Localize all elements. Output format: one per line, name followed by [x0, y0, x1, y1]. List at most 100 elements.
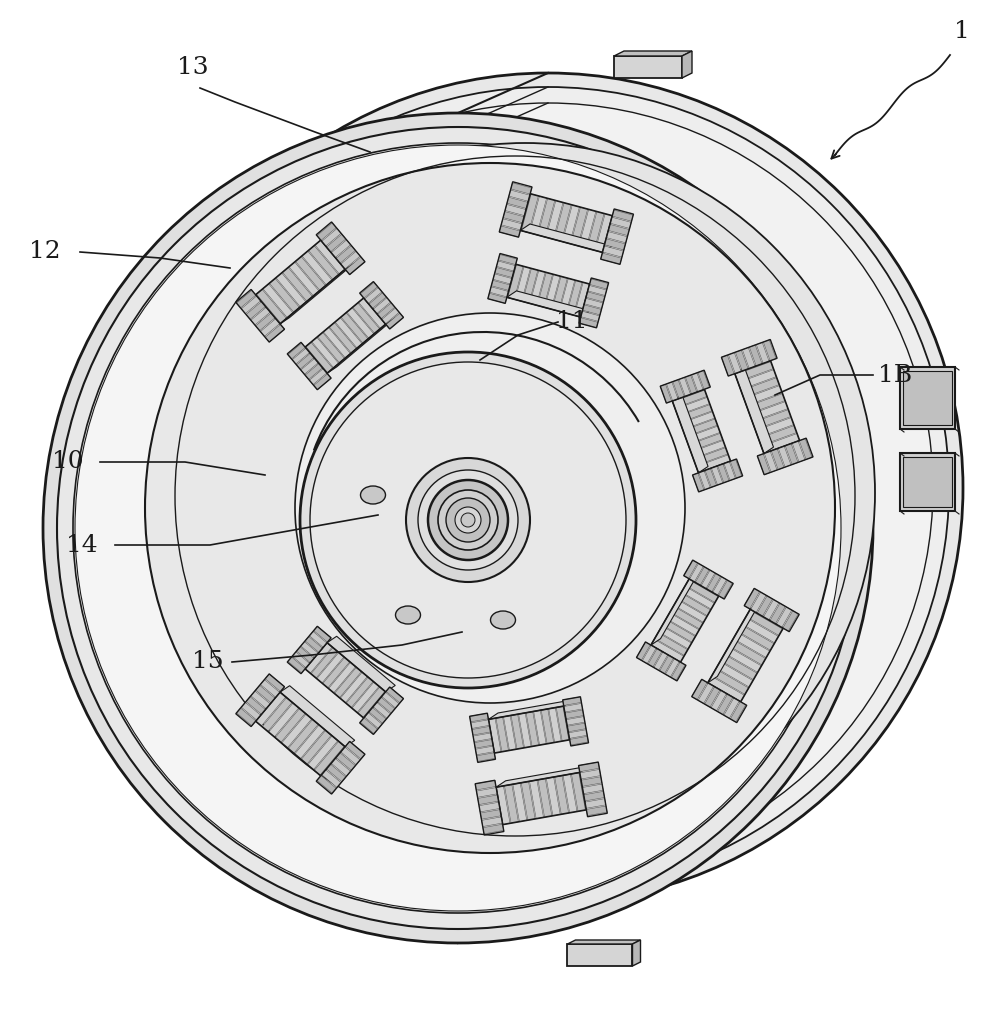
Polygon shape [741, 378, 780, 397]
Polygon shape [470, 713, 488, 722]
Polygon shape [582, 784, 603, 793]
Polygon shape [327, 234, 346, 252]
Polygon shape [519, 713, 531, 748]
Polygon shape [677, 404, 712, 423]
Circle shape [446, 498, 490, 542]
Polygon shape [332, 759, 351, 776]
Polygon shape [584, 299, 603, 309]
Polygon shape [757, 342, 770, 364]
Polygon shape [261, 680, 280, 697]
Polygon shape [564, 703, 582, 712]
Polygon shape [250, 691, 271, 708]
Polygon shape [712, 669, 748, 695]
Polygon shape [730, 702, 745, 722]
Circle shape [461, 513, 475, 527]
Polygon shape [310, 369, 327, 385]
Polygon shape [386, 687, 404, 703]
Ellipse shape [396, 606, 421, 624]
Polygon shape [280, 686, 355, 747]
Ellipse shape [147, 87, 949, 889]
Polygon shape [608, 225, 629, 236]
Polygon shape [744, 588, 760, 609]
Polygon shape [293, 652, 310, 668]
Polygon shape [578, 762, 599, 772]
Polygon shape [746, 610, 783, 636]
Polygon shape [659, 655, 673, 674]
Polygon shape [515, 266, 530, 302]
Polygon shape [471, 719, 490, 728]
Polygon shape [488, 718, 501, 753]
Polygon shape [322, 770, 341, 787]
Circle shape [455, 507, 481, 533]
Polygon shape [373, 298, 391, 314]
Polygon shape [256, 313, 275, 331]
Polygon shape [746, 393, 785, 414]
Polygon shape [305, 643, 333, 674]
Polygon shape [711, 466, 722, 485]
Polygon shape [309, 246, 339, 279]
Polygon shape [586, 292, 605, 302]
Polygon shape [312, 337, 339, 368]
Polygon shape [495, 267, 514, 277]
Polygon shape [677, 593, 710, 616]
Polygon shape [716, 661, 753, 687]
Polygon shape [378, 303, 395, 319]
Polygon shape [280, 263, 355, 324]
Polygon shape [743, 386, 783, 405]
Polygon shape [585, 799, 606, 809]
Polygon shape [672, 390, 707, 408]
Polygon shape [491, 280, 510, 291]
Text: 10: 10 [52, 450, 84, 473]
Polygon shape [546, 777, 560, 816]
Text: 15: 15 [192, 650, 223, 674]
Polygon shape [691, 680, 707, 700]
Polygon shape [498, 254, 517, 264]
Polygon shape [327, 318, 395, 373]
Circle shape [428, 480, 508, 560]
Polygon shape [476, 787, 497, 798]
Polygon shape [735, 351, 748, 371]
Polygon shape [610, 217, 631, 229]
Polygon shape [493, 274, 512, 284]
Polygon shape [257, 290, 287, 323]
Circle shape [300, 352, 636, 688]
Polygon shape [288, 343, 306, 359]
Polygon shape [295, 724, 325, 759]
Polygon shape [632, 940, 640, 966]
Polygon shape [556, 706, 569, 741]
Polygon shape [707, 677, 744, 702]
Polygon shape [718, 580, 732, 598]
Polygon shape [587, 211, 604, 250]
Ellipse shape [163, 103, 933, 873]
Polygon shape [324, 327, 351, 358]
Polygon shape [670, 607, 703, 629]
Polygon shape [346, 677, 373, 707]
Polygon shape [317, 652, 344, 683]
Polygon shape [283, 267, 313, 302]
Polygon shape [335, 668, 362, 698]
Polygon shape [549, 707, 561, 743]
Polygon shape [604, 239, 625, 250]
Polygon shape [567, 280, 582, 315]
Polygon shape [712, 577, 726, 595]
Polygon shape [758, 454, 771, 474]
Polygon shape [691, 441, 725, 458]
Polygon shape [315, 240, 345, 274]
Polygon shape [614, 51, 692, 56]
Polygon shape [600, 253, 621, 264]
Polygon shape [488, 294, 507, 304]
Polygon shape [711, 691, 726, 711]
Polygon shape [276, 708, 306, 743]
Ellipse shape [73, 143, 843, 913]
Polygon shape [236, 291, 256, 308]
Polygon shape [534, 710, 546, 745]
Polygon shape [505, 204, 526, 215]
Polygon shape [595, 213, 612, 252]
Polygon shape [526, 711, 539, 747]
Polygon shape [530, 270, 545, 305]
Polygon shape [538, 778, 552, 817]
Polygon shape [507, 197, 528, 208]
Polygon shape [488, 700, 573, 719]
Polygon shape [717, 464, 729, 483]
Polygon shape [779, 446, 791, 467]
